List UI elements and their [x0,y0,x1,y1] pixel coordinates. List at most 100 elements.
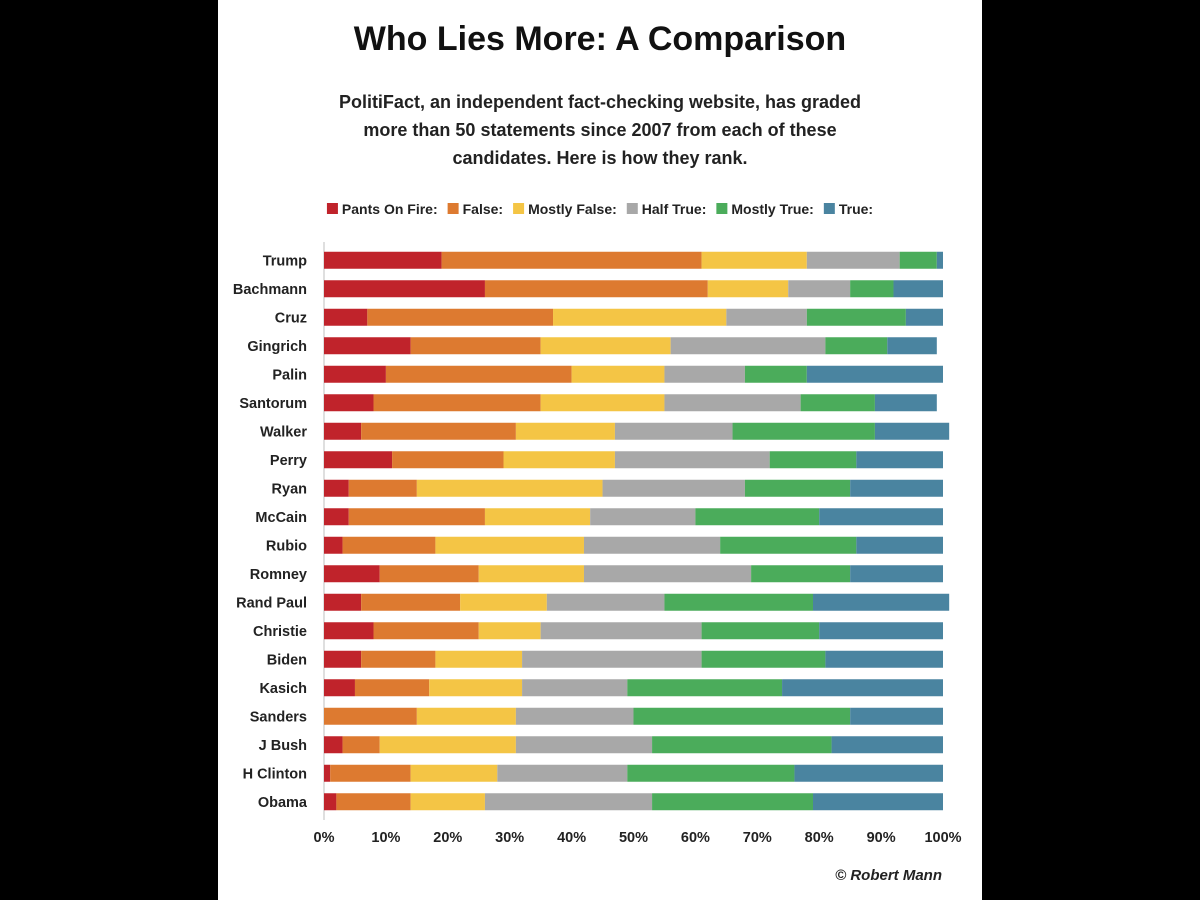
plot-area: Trump Bachmann Cruz Gingrich Palin Santorum Wa… [233,242,962,846]
bar-h-clinton-true [794,764,943,782]
bar-rubio-half-true [583,536,721,554]
x-tick-label-50: 50% [619,830,648,846]
bar-ryan-true [850,479,943,497]
bar-biden-half-true [522,650,702,668]
bar-rand-paul-false [361,593,461,611]
bar-kasich-half-true [522,679,628,697]
bar-j-bush-true [831,736,943,754]
bar-row-palin: Palin [272,365,943,383]
y-tick-label-santorum: Santorum [239,396,307,412]
chart-credit: © Robert Mann [835,867,942,884]
bar-santorum-mostly-true [800,394,875,412]
legend-item-mostly-true: Mostly True: [716,201,814,217]
y-tick-label-obama: Obama [258,795,308,811]
bar-romney-pants-on-fire [324,565,380,583]
bar-walker-mostly-false [515,422,615,440]
bar-row-cruz: Cruz [275,308,943,326]
y-tick-label-gingrich: Gingrich [247,339,307,355]
bar-rubio-true [856,536,943,554]
bar-obama-half-true [484,793,653,811]
x-tick-label-30: 30% [495,830,524,846]
y-tick-label-walker: Walker [260,424,307,440]
bar-mccain-false [348,508,485,526]
bar-row-christie: Christie [253,622,943,640]
bar-row-rubio: Rubio [266,536,943,554]
bar-kasich-false [354,679,430,697]
bar-sanders-true [850,707,943,725]
bar-palin-mostly-false [571,365,665,383]
bar-palin-false [385,365,572,383]
legend-label-half-true: Half True: [642,201,707,217]
bar-walker-true [874,422,950,440]
chart-subtitle-line-1: PolitiFact, an independent fact-checking… [339,92,861,112]
bar-palin-pants-on-fire [324,365,386,383]
bar-biden-pants-on-fire [324,650,362,668]
bar-cruz-mostly-true [806,308,906,326]
legend-label-false: False: [463,201,503,217]
bar-mccain-true [819,508,943,526]
bar-bachmann-mostly-false [707,280,789,298]
bar-perry-half-true [614,451,770,469]
bar-j-bush-mostly-true [652,736,832,754]
bar-santorum-false [373,394,541,412]
legend-swatch-pants-on-fire [326,203,338,214]
legend-label-pants-on-fire: Pants On Fire: [342,201,438,217]
bar-biden-mostly-true [701,650,826,668]
bar-cruz-pants-on-fire [324,308,368,326]
bar-biden-false [361,650,436,668]
bar-obama-pants-on-fire [324,793,337,811]
bar-bachmann-false [484,280,708,298]
bar-gingrich-mostly-false [540,337,671,355]
bar-row-obama: Obama [258,793,943,811]
bar-perry-false [392,451,504,469]
legend-item-pants-on-fire: Pants On Fire: [326,201,438,217]
bar-christie-false [373,622,479,640]
legend-item-true: True: [823,201,873,217]
legend-swatch-true [823,203,835,214]
bar-walker-mostly-true [732,422,875,440]
bar-christie-mostly-true [701,622,820,640]
bar-cruz-mostly-false [553,308,727,326]
legend-item-false: False: [447,201,503,217]
bar-romney-mostly-false [478,565,584,583]
y-tick-label-romney: Romney [250,567,307,583]
bar-sanders-false [324,707,417,725]
bar-row-romney: Romney [250,565,943,583]
legend-item-half-true: Half True: [626,201,707,217]
bar-rubio-pants-on-fire [324,536,343,554]
y-tick-label-sanders: Sanders [250,709,307,725]
bar-perry-pants-on-fire [324,451,393,469]
bar-obama-mostly-false [410,793,485,811]
bar-row-walker: Walker [260,422,950,440]
y-tick-label-christie: Christie [253,624,307,640]
bar-rand-paul-mostly-false [460,593,547,611]
bar-romney-false [379,565,479,583]
x-tick-label-90: 90% [867,830,896,846]
chart-title: Who Lies More: A Comparison [354,20,846,58]
legend-swatch-mostly-true [716,203,728,214]
legend-label-mostly-false: Mostly False: [528,201,617,217]
y-tick-label-biden: Biden [267,652,307,668]
bar-santorum-half-true [664,394,801,412]
bar-walker-pants-on-fire [324,422,362,440]
bar-romney-half-true [583,565,752,583]
y-tick-label-ryan: Ryan [272,481,307,497]
y-tick-label-trump: Trump [263,253,307,269]
bar-romney-mostly-true [751,565,851,583]
y-tick-label-cruz: Cruz [275,310,307,326]
bar-christie-half-true [540,622,702,640]
bar-j-bush-mostly-false [379,736,516,754]
bar-palin-half-true [664,365,745,383]
bar-row-bachmann: Bachmann [233,280,943,298]
bar-christie-mostly-false [478,622,541,640]
bar-kasich-pants-on-fire [324,679,355,697]
bar-perry-mostly-false [503,451,615,469]
bar-row-j-bush: J Bush [259,736,943,754]
bar-bachmann-mostly-true [850,280,894,298]
bar-gingrich-pants-on-fire [324,337,411,355]
bar-biden-mostly-false [435,650,523,668]
bar-row-trump: Trump [263,251,943,269]
bar-obama-false [336,793,411,811]
bar-rand-paul-pants-on-fire [324,593,362,611]
bar-obama-true [813,793,943,811]
